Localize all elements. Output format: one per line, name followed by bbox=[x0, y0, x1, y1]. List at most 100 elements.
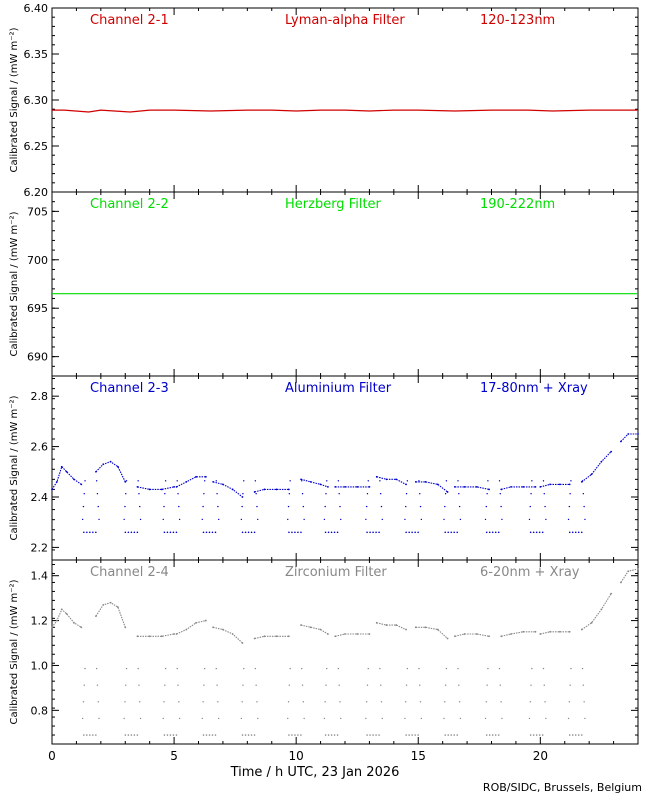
panel-4-data-point bbox=[558, 630, 561, 633]
panel-4-dropout-point bbox=[497, 734, 500, 736]
panel-4-transition-point bbox=[379, 684, 382, 686]
panel-4-transition-point bbox=[581, 667, 584, 670]
panel-3-dropout-point bbox=[375, 531, 377, 534]
panel-4-transition-point bbox=[458, 684, 460, 686]
panel-3-data-segment bbox=[620, 433, 638, 442]
panel-3-data-point bbox=[534, 486, 537, 488]
panel-4-transition-point bbox=[324, 701, 326, 703]
panel-4-dropout-point bbox=[485, 734, 488, 736]
panel-3-data-segment bbox=[51, 465, 82, 490]
panel-3-ytick-label: 2.6 bbox=[31, 441, 49, 454]
panel-3-data-segment bbox=[581, 451, 612, 483]
panel-3-transition-point bbox=[325, 493, 327, 495]
panel-3-transition-point bbox=[303, 518, 305, 521]
panel-3-dropout-point bbox=[571, 531, 574, 534]
panel-3-transition-point bbox=[216, 493, 218, 495]
panel-4-data-point bbox=[463, 633, 466, 635]
panel-4-data-point bbox=[395, 624, 398, 626]
panel-4-data-point bbox=[368, 633, 371, 635]
panel-4-data-point bbox=[263, 635, 266, 638]
panel-3-transition-point bbox=[420, 518, 423, 521]
x-tick-label: 15 bbox=[411, 749, 426, 763]
panel-4-transition-point bbox=[123, 717, 125, 720]
panel-3-dropout-point bbox=[330, 531, 333, 534]
panel-4-data-point bbox=[222, 628, 224, 631]
panel-4-dropout-point bbox=[300, 734, 302, 736]
panel-3-data-segment bbox=[212, 481, 243, 498]
panel-4-data-segment bbox=[581, 593, 612, 631]
panel-4-data-point bbox=[375, 621, 378, 624]
panel-4-data-point bbox=[109, 601, 112, 604]
panel-3-data-point bbox=[549, 483, 551, 486]
panel-3-dropout-point bbox=[417, 531, 419, 534]
panel-3-data-point bbox=[73, 478, 75, 481]
panel-4-transition-point bbox=[96, 684, 99, 686]
panel-3-transition-point bbox=[288, 493, 291, 495]
panel-4-transition-point bbox=[338, 684, 340, 686]
panel-4-dropout-point bbox=[580, 734, 583, 736]
panel-4-filter-label: Zirconium Filter bbox=[285, 565, 387, 580]
panel-4-transition-point bbox=[498, 667, 501, 670]
panel-4-dropout-point bbox=[538, 734, 541, 736]
panel-4-transition-point bbox=[567, 717, 570, 720]
panel-3-dropout-point bbox=[244, 531, 247, 534]
panel-4-dropout-point bbox=[453, 734, 456, 736]
panel-3-data-point bbox=[231, 488, 234, 491]
panel-3-data-point bbox=[287, 488, 290, 491]
panel-3-transition-point bbox=[443, 518, 445, 521]
panel-3-channel-label: Channel 2-3 bbox=[90, 381, 169, 396]
panel-3-transition-point bbox=[178, 505, 180, 508]
panel-4-transition-point bbox=[97, 701, 99, 703]
panel-4-dropout-point bbox=[417, 734, 419, 736]
panel-3-data-point bbox=[385, 478, 388, 481]
panel-4-transition-point bbox=[485, 701, 488, 703]
panel-4-transition-point bbox=[545, 717, 547, 720]
panel-4-transition-point bbox=[83, 684, 85, 686]
panel-4-transition-point bbox=[531, 667, 533, 670]
panel-4-transition-point bbox=[584, 717, 586, 720]
panel-3-transition-point bbox=[84, 480, 86, 482]
panel-3-transition-point bbox=[137, 480, 139, 482]
panel-4-dropout-point bbox=[247, 734, 250, 736]
panel-4-data-point bbox=[424, 626, 427, 629]
panel-3-data-segment bbox=[376, 476, 407, 485]
panel-4-transition-point bbox=[458, 701, 461, 703]
panel-4-data-point bbox=[600, 608, 603, 611]
panel-4-dropout-point bbox=[208, 734, 211, 736]
panel-3-dropout-point bbox=[494, 531, 497, 534]
panel-1-frame bbox=[51, 7, 639, 193]
panel-3-transition-point bbox=[484, 518, 487, 521]
panel-4-transition-point bbox=[139, 701, 141, 703]
panel-3-data-segment bbox=[540, 483, 570, 488]
panel-3-transition-point bbox=[164, 480, 167, 482]
panel-4-data-point bbox=[102, 603, 105, 606]
panel-2-filter-label: Herzberg Filter bbox=[285, 197, 382, 212]
panel-3-dropout-point bbox=[372, 531, 374, 534]
panel-4-data-segment bbox=[254, 635, 289, 640]
panel-3-transition-point bbox=[458, 493, 460, 495]
panel-2-ytick-label: 695 bbox=[27, 302, 48, 315]
panel-4-transition-point bbox=[125, 667, 128, 670]
panel-3-dropout-point bbox=[369, 531, 371, 534]
panel-4-transition-point bbox=[137, 667, 139, 670]
panel-4-transition-point bbox=[138, 684, 140, 686]
panel-4-transition-point bbox=[81, 717, 84, 720]
panel-4-transition-point bbox=[203, 667, 206, 670]
panel-4-transition-point bbox=[242, 684, 244, 686]
panel-4-data-segment bbox=[540, 631, 570, 635]
panel-4-dropout-point bbox=[169, 734, 172, 736]
panel-3-transition-point bbox=[405, 493, 408, 495]
panel-3-transition-point bbox=[338, 493, 340, 495]
panel-4-dropout-point bbox=[205, 734, 208, 736]
panel-3-data-point bbox=[600, 460, 603, 463]
panel-3-data-point bbox=[319, 483, 322, 486]
panel-3-transition-point bbox=[287, 518, 289, 521]
panel-3-data-point bbox=[109, 460, 112, 463]
panel-2-band-label: 190-222nm bbox=[480, 197, 555, 212]
panel-3-transition-point bbox=[83, 493, 85, 495]
panel-3-ytick-label: 2.8 bbox=[31, 390, 49, 403]
panel-4-transition-point bbox=[326, 667, 328, 670]
panel-3-data-point bbox=[148, 488, 151, 491]
panel-3-transition-point bbox=[366, 493, 369, 495]
panel-4-data-segment bbox=[501, 631, 536, 637]
